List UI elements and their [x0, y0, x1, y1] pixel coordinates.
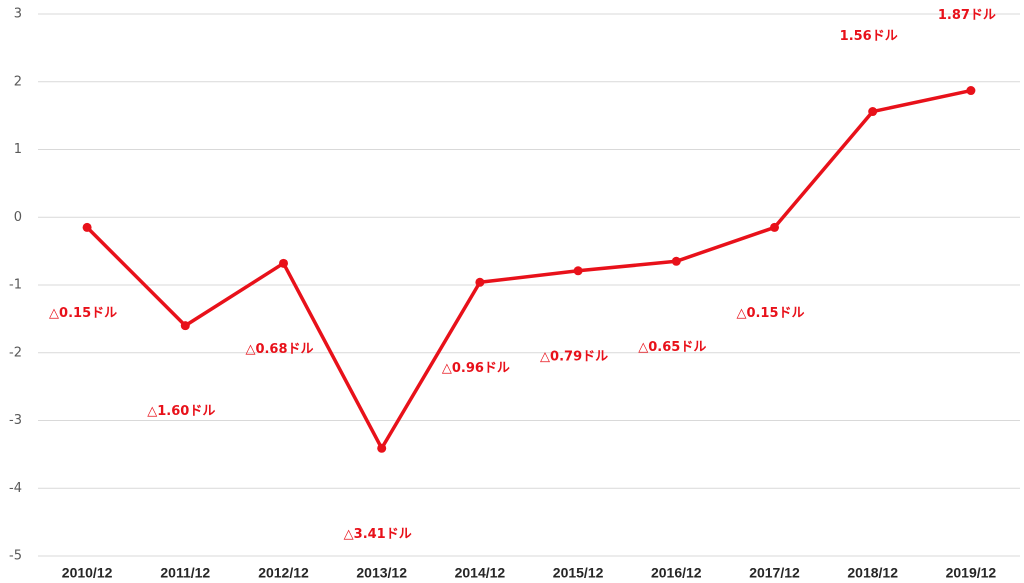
y-tick-label: 2	[14, 74, 22, 89]
data-point	[966, 86, 976, 96]
data-label: △0.79ドル	[540, 349, 608, 364]
data-line	[85, 88, 972, 451]
y-tick-label: -1	[9, 278, 22, 293]
data-label: △0.68ドル	[245, 342, 313, 357]
data-label: △0.15ドル	[49, 306, 117, 321]
y-tick-label: -2	[9, 345, 22, 360]
x-tick-label: 2018/12	[847, 565, 898, 581]
data-label: △3.41ドル	[344, 527, 412, 542]
data-point	[868, 107, 878, 117]
x-tick-label: 2016/12	[651, 565, 702, 581]
data-label: 1.87ドル	[938, 8, 996, 23]
x-tick-label: 2011/12	[160, 565, 210, 581]
data-point	[279, 258, 288, 268]
data-point	[180, 321, 190, 331]
y-tick-label: 0	[14, 210, 22, 225]
data-label: 1.56ドル	[840, 29, 898, 44]
data-label: △0.96ドル	[442, 361, 510, 376]
data-point	[671, 256, 681, 266]
x-tick-label: 2015/12	[553, 565, 604, 581]
x-tick-label: 2013/12	[356, 565, 407, 581]
data-point	[573, 266, 583, 276]
data-point	[770, 222, 779, 232]
data-label: △0.65ドル	[638, 340, 706, 355]
x-tick-label: 2014/12	[455, 565, 506, 581]
x-tick-label: 2017/12	[749, 565, 800, 581]
y-tick-label: 3	[14, 7, 22, 22]
data-point	[475, 277, 485, 287]
y-tick-label: -4	[9, 481, 22, 496]
y-tick-label: -5	[9, 549, 22, 564]
y-tick-label: 1	[14, 142, 22, 157]
x-tick-label: 2012/12	[258, 565, 309, 581]
data-point	[377, 443, 387, 453]
data-point	[82, 222, 92, 232]
data-label: △0.15ドル	[736, 306, 804, 321]
data-label: △1.60ドル	[147, 404, 215, 419]
y-tick-label: -3	[9, 413, 22, 428]
x-tick-label: 2010/12	[62, 565, 113, 581]
x-tick-label: 2019/12	[946, 565, 997, 581]
